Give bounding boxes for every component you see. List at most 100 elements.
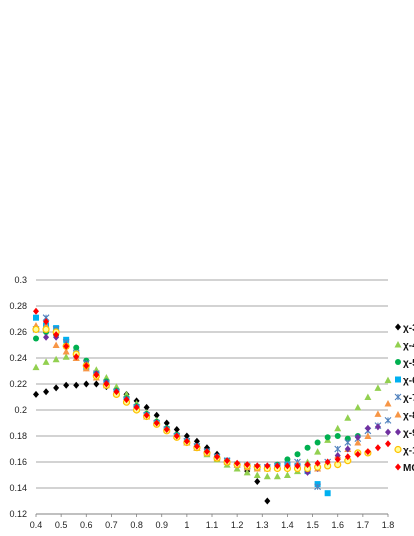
data-point — [33, 314, 39, 321]
data-point — [324, 490, 331, 497]
y-tick-label: 0.14 — [9, 483, 27, 493]
data-point — [334, 433, 341, 439]
data-point — [42, 325, 50, 333]
data-point — [203, 448, 210, 456]
data-point — [354, 433, 361, 441]
x-tick-label: 0.7 — [105, 520, 118, 530]
data-point — [314, 459, 321, 467]
legend-label: MC — [403, 463, 414, 474]
data-point — [263, 472, 271, 480]
data-point — [193, 442, 200, 450]
x-tick-label: 0.6 — [80, 520, 93, 530]
data-point — [83, 362, 90, 370]
y-tick-label: 0.18 — [9, 431, 27, 441]
data-point — [254, 478, 261, 485]
data-point — [53, 331, 60, 339]
data-point — [112, 383, 120, 390]
data-point — [43, 318, 50, 326]
data-point — [52, 355, 60, 363]
data-point — [374, 444, 381, 452]
x-axis-ticks: 0.4 0.5 0.6 0.7 0.8 0.9 1 1.1 1.2 1.3 1.4 1.5 1.6 1.7… — [30, 514, 394, 530]
data-point — [324, 458, 331, 466]
data-point — [364, 432, 372, 439]
legend-label: χ-7 — [403, 393, 414, 404]
data-point — [264, 497, 271, 505]
x-tick-label: 0.9 — [155, 520, 168, 530]
legend-marker — [395, 428, 401, 436]
y-tick-label: 0.16 — [9, 457, 27, 467]
data-point — [123, 396, 130, 404]
data-point — [344, 414, 352, 421]
data-point — [344, 439, 352, 446]
data-point — [193, 437, 200, 445]
data-point — [173, 432, 180, 440]
data-point — [63, 381, 70, 389]
data-point — [364, 448, 371, 456]
x-tick-label: 0.5 — [55, 520, 68, 530]
data-point — [304, 444, 311, 451]
data-point — [113, 388, 120, 396]
data-point — [102, 374, 110, 381]
data-point — [354, 439, 362, 446]
legend-label: χ-8 — [403, 411, 414, 422]
data-point — [214, 453, 221, 461]
data-point — [143, 411, 150, 419]
data-point — [234, 459, 241, 467]
data-point — [133, 403, 140, 411]
data-point — [334, 424, 342, 432]
data-point — [32, 363, 40, 371]
data-point — [32, 325, 40, 333]
data-point — [42, 358, 50, 365]
data-point — [103, 380, 110, 388]
data-point — [264, 462, 271, 470]
data-point — [354, 450, 361, 458]
data-point — [324, 434, 331, 441]
data-point — [374, 423, 381, 431]
data-point — [344, 453, 351, 461]
gridlines — [36, 279, 388, 515]
data-point — [73, 381, 80, 389]
data-point — [173, 426, 180, 433]
data-point — [384, 417, 392, 424]
x-tick-label: 1.6 — [331, 520, 344, 530]
data-point — [163, 419, 170, 427]
legend-marker — [395, 376, 401, 383]
data-point — [33, 307, 39, 315]
y-axis-ticks: 0.12 0.14 0.16 0.18 0.2 0.22 0.24 0.26 0.28 0.3 — [9, 275, 27, 519]
series-9 — [33, 307, 391, 470]
data-point — [62, 353, 70, 360]
data-point — [314, 448, 322, 455]
legend-marker — [394, 411, 402, 418]
x-tick-label: 1.1 — [206, 520, 219, 530]
data-point — [273, 472, 281, 480]
data-point — [294, 462, 301, 470]
series-1 — [33, 380, 271, 505]
data-point — [243, 468, 251, 476]
data-point — [233, 465, 241, 472]
x-tick-label: 0.8 — [130, 520, 143, 530]
legend-marker — [395, 463, 401, 471]
data-point — [374, 384, 382, 391]
data-point — [244, 461, 251, 469]
data-point — [284, 456, 291, 463]
y-tick-label: 0.28 — [9, 301, 27, 311]
data-point — [83, 380, 90, 388]
data-point — [73, 344, 80, 351]
data-point — [163, 426, 170, 433]
x-tick-label: 1.5 — [306, 520, 319, 530]
data-point — [43, 333, 50, 341]
data-point — [384, 376, 392, 384]
x-tick-label: 1.3 — [256, 520, 269, 530]
y-tick-label: 0.3 — [14, 275, 27, 285]
data-point — [304, 461, 311, 469]
data-point — [314, 483, 321, 491]
legend-label: χ-4 — [403, 341, 414, 352]
data-point — [123, 390, 131, 398]
data-point — [374, 410, 382, 417]
x-tick-label: 1.4 — [281, 520, 294, 530]
legend-marker — [394, 445, 402, 454]
data-point — [384, 400, 392, 407]
data-point — [364, 424, 371, 432]
data-point — [283, 471, 291, 478]
